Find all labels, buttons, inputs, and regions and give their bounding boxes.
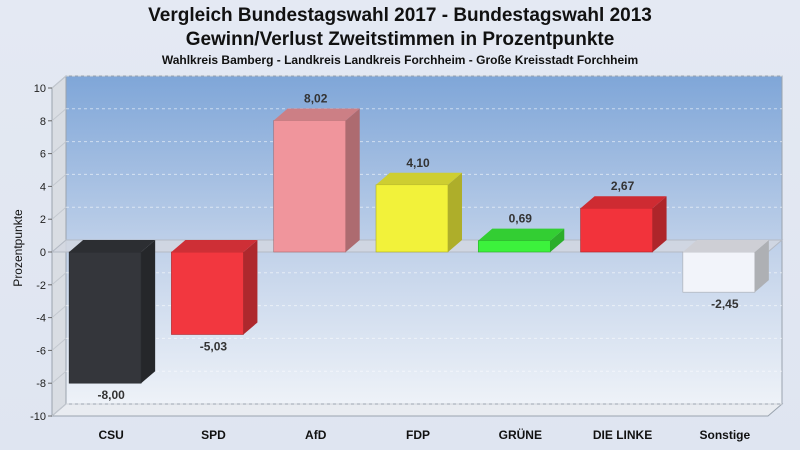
grid-line-side xyxy=(51,108,67,122)
chart-region-label: Wahlkreis Bamberg - Landkreis Landkreis … xyxy=(161,53,639,67)
bar-side xyxy=(141,240,156,384)
bar-front xyxy=(477,240,551,253)
bar-side xyxy=(243,240,258,335)
bar-top xyxy=(171,240,258,252)
x-category-label: CSU xyxy=(98,428,123,442)
y-tick-label: -2 xyxy=(36,280,46,292)
chart-title: Vergleich Bundestagswahl 2017 - Bundesta… xyxy=(148,5,652,26)
x-category-label: FDP xyxy=(406,428,430,442)
bar-front xyxy=(171,251,244,335)
bar-value-label: -5,03 xyxy=(200,339,228,353)
bar-value-label: 8,02 xyxy=(304,91,328,105)
bar-csu: -8,00 xyxy=(68,240,156,402)
bar-side xyxy=(652,196,667,252)
bar-top xyxy=(682,240,769,252)
grid-line-side xyxy=(51,338,67,351)
y-tick-label: 4 xyxy=(40,181,46,193)
x-category-label: GRÜNE xyxy=(499,427,542,442)
bar-front xyxy=(68,251,142,384)
grid-line-side xyxy=(51,370,67,384)
y-tick-label: -6 xyxy=(36,345,46,357)
plot-floor xyxy=(50,403,784,417)
bar-spd: -5,03 xyxy=(171,240,258,353)
y-tick-label: 0 xyxy=(40,247,46,259)
bar-top xyxy=(69,240,156,252)
bar-front xyxy=(273,120,347,253)
bar-afd: 8,02 xyxy=(273,91,360,253)
bar-value-label: 2,67 xyxy=(611,179,635,193)
bar-fdp: 4,10 xyxy=(375,156,462,253)
y-tick-label: 6 xyxy=(40,149,46,161)
y-tick-label: 2 xyxy=(40,214,46,226)
bar-value-label: -2,45 xyxy=(711,297,739,311)
bar-front xyxy=(580,207,653,253)
x-category-label: Sonstige xyxy=(700,428,751,442)
bar-grüne: 0,69 xyxy=(477,212,565,253)
y-tick-label: -4 xyxy=(36,313,46,325)
bar-top xyxy=(478,228,565,241)
bar-front xyxy=(682,251,756,293)
bar-top xyxy=(376,172,462,185)
y-axis-label: Prozentpunkte xyxy=(11,209,25,287)
x-category-label: DIE LINKE xyxy=(593,428,652,442)
bar-side xyxy=(345,108,360,252)
bar-top xyxy=(580,196,667,209)
y-tick-label: -8 xyxy=(36,378,46,390)
bar-top xyxy=(273,108,360,121)
bar-side xyxy=(550,228,565,252)
bar-die-linke: 2,67 xyxy=(580,179,667,253)
y-tick-label: -10 xyxy=(30,411,46,423)
bar-value-label: 0,69 xyxy=(509,212,533,226)
grid-line-side xyxy=(51,75,67,89)
x-category-label: SPD xyxy=(201,428,226,442)
y-tick-label: 10 xyxy=(34,83,46,95)
x-category-label: AfD xyxy=(305,428,327,442)
grid-line-side xyxy=(51,174,67,187)
grid-line-side xyxy=(51,141,67,154)
bar-side xyxy=(754,240,769,293)
y-tick-label: 8 xyxy=(40,116,46,128)
bar-front xyxy=(375,184,449,253)
grid-line-side xyxy=(51,403,67,417)
grid-line-side xyxy=(51,272,67,286)
bar-side xyxy=(448,172,462,252)
grid-line-side xyxy=(51,206,67,220)
chart-subtitle: Gewinn/Verlust Zweitstimmen in Prozentpu… xyxy=(185,29,615,50)
bar-value-label: -8,00 xyxy=(97,388,125,402)
bar-sonstige: -2,45 xyxy=(682,240,769,311)
grid-line-side xyxy=(51,305,67,318)
bar-value-label: 4,10 xyxy=(406,156,430,170)
